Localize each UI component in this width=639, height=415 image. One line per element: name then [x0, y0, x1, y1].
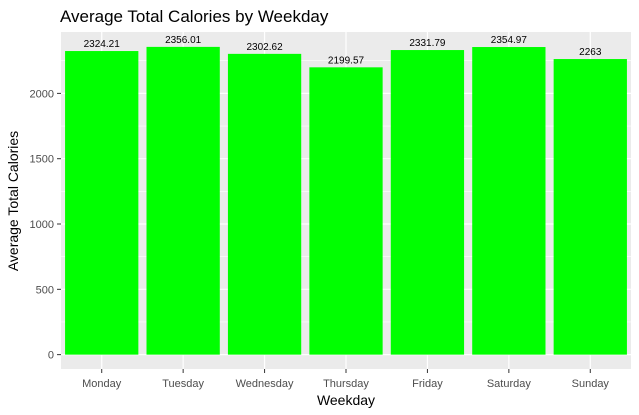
y-axis-title: Average Total Calories: [5, 131, 21, 271]
bar-friday: [390, 50, 465, 355]
x-axis: Monday Tuesday Wednesday Thursday Friday Satu…: [82, 369, 609, 390]
data-label: 2356.01: [165, 35, 202, 46]
y-tick-label: 0: [48, 350, 54, 362]
bars: [65, 46, 627, 355]
y-tick-label: 1500: [30, 154, 54, 166]
x-axis-title: Weekday: [317, 392, 375, 408]
data-label: 2199.57: [328, 55, 365, 66]
y-axis: 0 500 1000 1500 2000: [30, 88, 61, 362]
y-tick-label: 500: [36, 284, 54, 296]
bar-tuesday: [146, 46, 220, 355]
bar-wednesday: [227, 53, 302, 355]
x-tick-label: Thursday: [323, 378, 369, 390]
data-label: 2302.62: [246, 42, 283, 53]
chart-title: Average Total Calories by Weekday: [60, 7, 329, 26]
x-tick-label: Sunday: [572, 378, 610, 390]
x-tick-label: Monday: [82, 378, 122, 390]
x-tick-label: Saturday: [487, 378, 532, 390]
y-tick-label: 1000: [30, 219, 54, 231]
bar-monday: [65, 51, 139, 355]
bar-saturday: [472, 47, 546, 355]
data-label: 2324.21: [84, 39, 121, 50]
data-label: 2354.97: [491, 35, 528, 46]
x-tick-label: Tuesday: [162, 378, 204, 390]
data-label: 2331.79: [409, 38, 446, 49]
bar-sunday: [553, 59, 627, 355]
bar-thursday: [309, 67, 383, 355]
data-label: 2263: [579, 47, 602, 58]
y-tick-label: 2000: [30, 88, 54, 100]
x-tick-label: Wednesday: [236, 378, 294, 390]
x-tick-label: Friday: [412, 378, 443, 390]
data-labels: 2324.21 2356.01 2302.62 2199.57 2331.79 2354.…: [84, 35, 602, 66]
